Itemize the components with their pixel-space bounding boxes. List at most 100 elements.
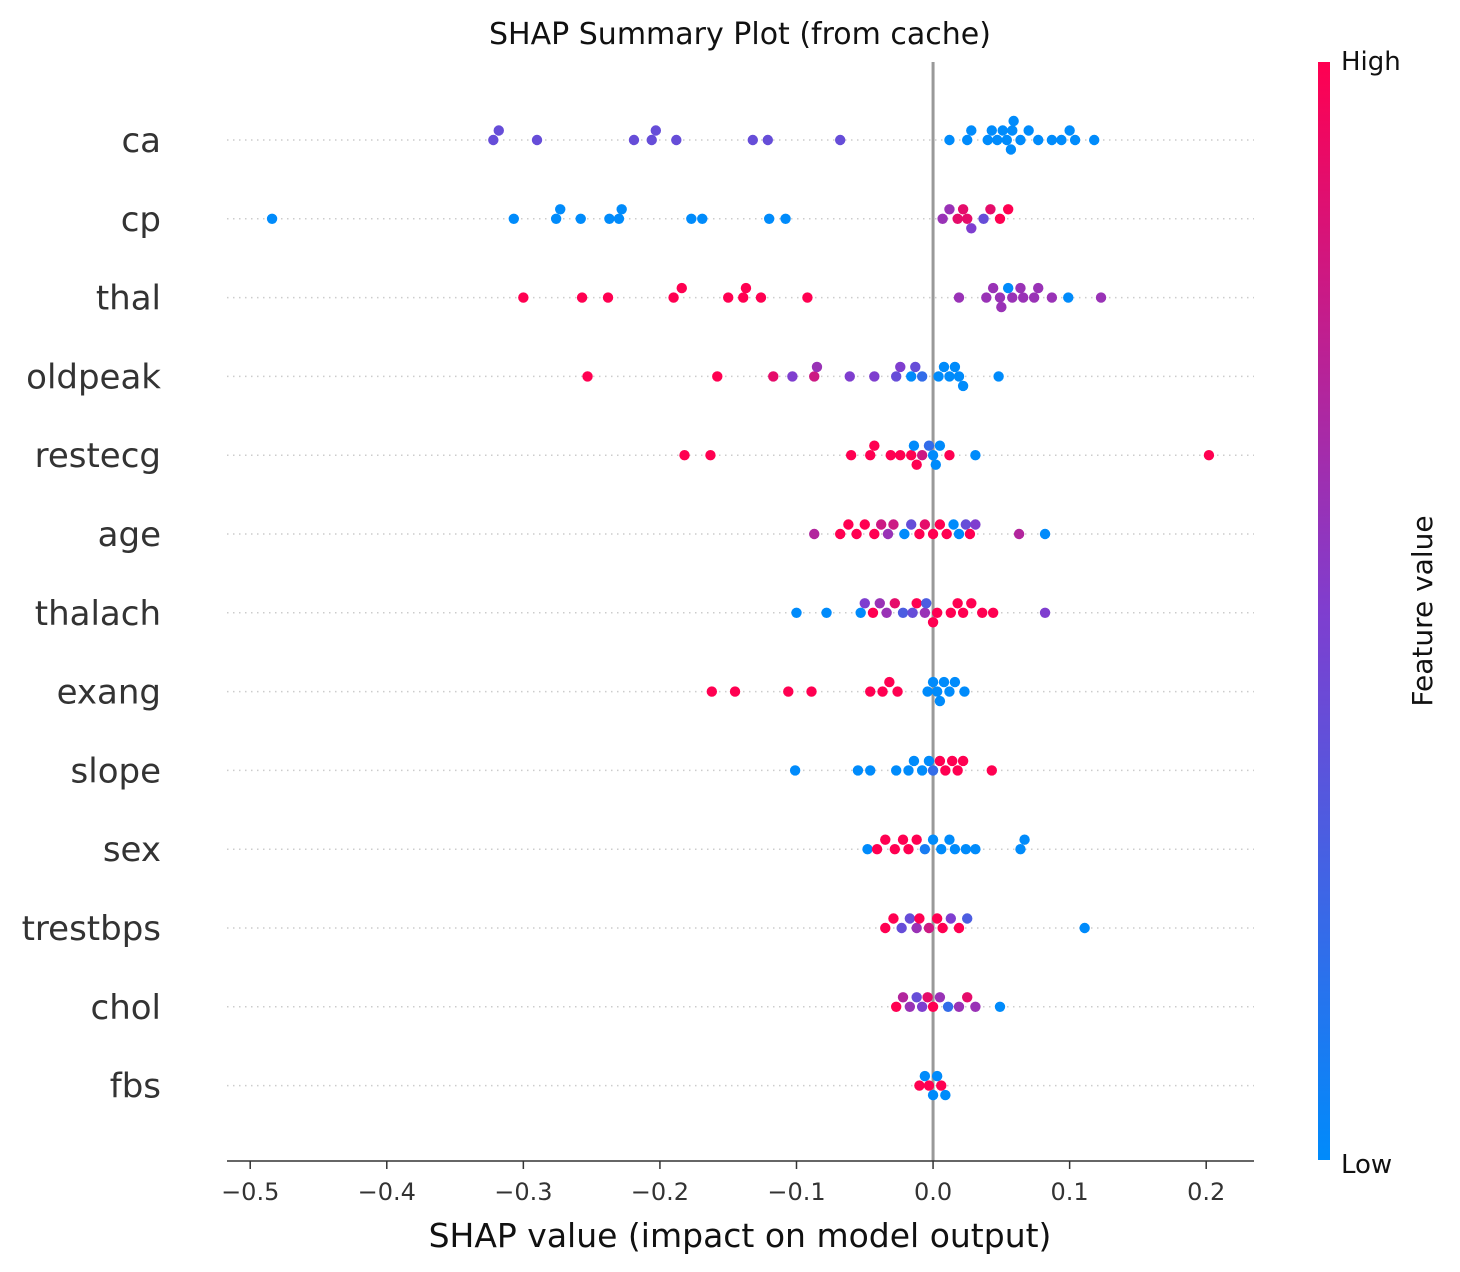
shap-point-thal (1017, 292, 1029, 303)
shap-point-ca (1064, 125, 1075, 136)
shap-point-oldpeak (809, 371, 820, 382)
feature-label-fbs: fbs (110, 1067, 161, 1107)
shap-point-exang (865, 686, 876, 697)
shap-point-trestbps (1079, 922, 1090, 934)
shap-point-thal (755, 292, 767, 303)
shap-point-trestbps (896, 922, 907, 934)
shap-point-restecg (970, 450, 981, 461)
shap-point-thalach (919, 607, 931, 618)
shap-point-cp (985, 204, 996, 215)
x-tick-label: 0.1 (1051, 1178, 1089, 1206)
shap-point-slope (852, 765, 864, 776)
shap-point-ca (986, 125, 997, 136)
shap-point-cp (966, 223, 977, 234)
shap-point-cp (944, 204, 955, 215)
x-tick-label: −0.4 (358, 1178, 416, 1206)
shap-point-age (851, 528, 862, 540)
x-tick-label: −0.1 (767, 1178, 825, 1206)
shap-point-thalach (966, 598, 977, 609)
shap-point-oldpeak (933, 371, 944, 382)
shap-point-trestbps (911, 922, 922, 934)
shap-point-sex (927, 834, 939, 845)
shap-point-trestbps (923, 922, 935, 934)
shap-point-ca (488, 134, 499, 146)
shap-point-thal (576, 292, 588, 303)
shap-point-slope (916, 765, 928, 776)
shap-point-restecg (927, 450, 939, 461)
shap-point-exang (729, 686, 741, 697)
shap-point-trestbps (914, 913, 925, 924)
shap-point-sex (862, 844, 873, 855)
colorbar-title: Feature value (1406, 515, 1439, 706)
shap-point-exang (806, 686, 817, 697)
shap-point-thal (981, 292, 992, 303)
shap-point-chol (911, 992, 922, 1003)
shap-point-thal (994, 292, 1006, 303)
shap-point-ca (1089, 134, 1100, 146)
x-tick-label: 0.2 (1187, 1178, 1225, 1206)
shap-point-age (927, 528, 939, 540)
shap-point-chol (927, 1001, 939, 1012)
shap-point-sex (871, 844, 883, 855)
shap-point-trestbps (931, 913, 943, 924)
shap-point-oldpeak (869, 371, 880, 382)
shap-point-oldpeak (712, 371, 723, 382)
shap-point-trestbps (937, 922, 948, 934)
shap-point-chol (890, 1001, 902, 1012)
shap-point-slope (927, 765, 939, 776)
shap-point-restecg (865, 450, 876, 461)
shap-point-ca (650, 125, 662, 136)
shap-point-exang (884, 676, 895, 688)
shap-point-age (970, 519, 981, 530)
shap-point-oldpeak (768, 371, 779, 382)
shap-point-thal (1046, 292, 1058, 303)
shap-point-age (919, 519, 931, 530)
shap-point-chol (897, 992, 909, 1003)
shap-point-fbs (927, 1089, 939, 1101)
shap-point-ca (531, 134, 543, 146)
shap-point-oldpeak (953, 371, 965, 382)
colorbar-high-label: High (1341, 47, 1401, 77)
shap-point-ca (1069, 134, 1081, 146)
shap-point-age (1013, 528, 1025, 540)
shap-point-thal (668, 292, 679, 303)
shap-point-restecg (908, 440, 920, 451)
shap-point-ca (747, 134, 758, 146)
shap-point-oldpeak (582, 371, 593, 382)
shap-point-oldpeak (957, 380, 969, 392)
shap-point-exang (877, 686, 888, 697)
shap-point-cp (763, 213, 775, 224)
shap-point-age (834, 528, 846, 540)
shap-point-exang (706, 686, 718, 697)
shap-point-chol (942, 1001, 954, 1012)
shap-point-chol (916, 1001, 928, 1012)
shap-point-slope (789, 765, 801, 776)
shap-point-cp (697, 213, 708, 224)
shap-point-restecg (916, 450, 928, 461)
shap-point-restecg (895, 450, 906, 461)
shap-point-restecg (906, 450, 917, 461)
shap-point-thal (953, 292, 965, 303)
shap-point-chol (904, 1001, 916, 1012)
shap-point-oldpeak (811, 361, 823, 373)
shap-point-restecg (923, 440, 935, 451)
shap-point-cp (962, 213, 973, 224)
shap-point-ca (762, 134, 774, 146)
shap-point-slope (865, 765, 876, 776)
shap-point-ca (962, 134, 973, 146)
shap-point-thal (723, 292, 734, 303)
shap-point-slope (957, 755, 969, 767)
shap-point-cp (952, 213, 963, 224)
shap-point-restecg (944, 450, 955, 461)
shap-point-thalach (889, 598, 901, 609)
shap-point-thalach (874, 598, 886, 609)
shap-point-slope (934, 755, 946, 767)
feature-label-restecg: restecg (35, 436, 161, 476)
shap-point-ca (628, 134, 640, 146)
shap-point-ca (944, 134, 955, 146)
shap-point-exang (944, 686, 955, 697)
shap-point-ca (493, 125, 504, 136)
shap-point-thalach (957, 607, 969, 618)
shap-point-sex (1019, 834, 1030, 845)
shap-point-thalach (897, 607, 909, 618)
